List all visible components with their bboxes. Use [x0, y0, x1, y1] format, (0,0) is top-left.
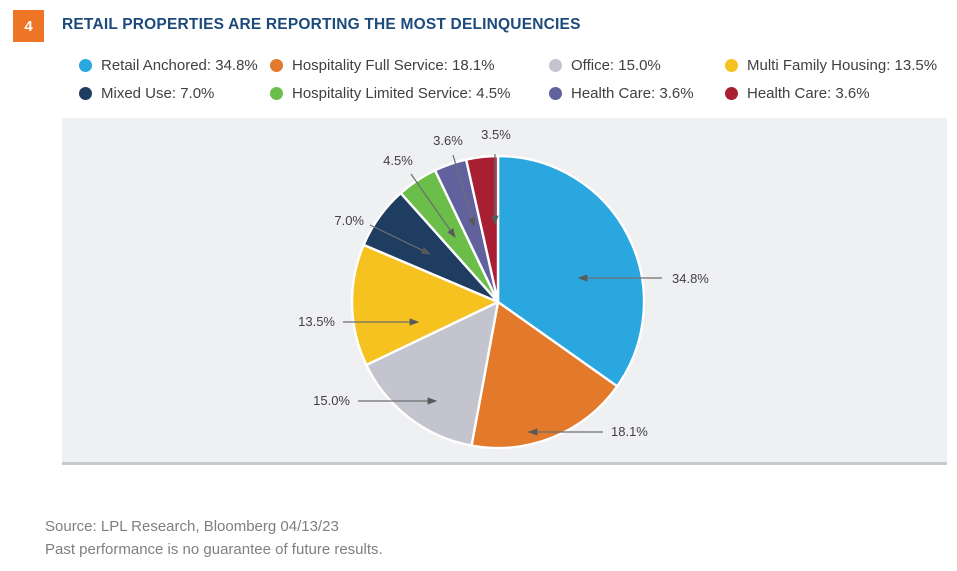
legend-item-retail-anchored: Retail Anchored: 34.8%	[79, 56, 270, 75]
pie-label-mixed-use-4: 7.0%	[334, 213, 364, 228]
pie-label-health-care-6: 3.6%	[433, 133, 463, 148]
legend-label: Health Care: 3.6%	[747, 85, 870, 102]
chart-legend: Retail Anchored: 34.8% Hospitality Full …	[79, 56, 947, 103]
legend-item-mixed-use: Mixed Use: 7.0%	[79, 84, 270, 103]
legend-label: Retail Anchored: 34.8%	[101, 57, 258, 74]
pie-label-multi-family-housing-3: 13.5%	[298, 314, 335, 329]
legend-swatch-mixed-use	[79, 87, 92, 100]
legend-item-office: Office: 15.0%	[549, 56, 725, 75]
leader-line-mixed-use-4	[369, 224, 432, 255]
legend-swatch-hospitality-full-service	[270, 59, 283, 72]
chart-plot-area: 34.8% 18.1% 15.0% 13.5% 7.0% 4.5% 3.6% 3.5%	[62, 118, 947, 465]
pie-label-hospitality-limited-service-5: 4.5%	[383, 153, 413, 168]
pie-labels-group: 34.8% 18.1% 15.0% 13.5% 7.0% 4.5% 3.6% 3.5%	[298, 127, 709, 439]
legend-swatch-health-care-purple	[549, 87, 562, 100]
disclaimer-line: Past performance is no guarantee of futu…	[45, 541, 383, 558]
legend-item-health-care-red: Health Care: 3.6%	[725, 84, 947, 103]
legend-item-hospitality-full-service: Hospitality Full Service: 18.1%	[270, 56, 549, 75]
legend-swatch-office	[549, 59, 562, 72]
legend-item-multi-family-housing: Multi Family Housing: 13.5%	[725, 56, 947, 75]
legend-swatch-multi-family-housing	[725, 59, 738, 72]
legend-item-hospitality-limited-service: Hospitality Limited Service: 4.5%	[270, 84, 549, 103]
legend-swatch-hospitality-limited-service	[270, 87, 283, 100]
leader-line-hospitality-limited-service-5	[410, 173, 456, 238]
leader-line-health-care-6	[452, 154, 476, 228]
pie-label-retail-anchored-0: 34.8%	[672, 271, 709, 286]
pie-slice-hospitality-full-service-1	[470, 300, 619, 450]
legend-item-health-care-purple: Health Care: 3.6%	[549, 84, 725, 103]
source-block: Source: LPL Research, Bloomberg 04/13/23…	[45, 515, 383, 561]
source-line: Source: LPL Research, Bloomberg 04/13/23	[45, 518, 339, 535]
legend-swatch-retail-anchored	[79, 59, 92, 72]
pie-slice-health-care-7	[464, 154, 500, 304]
legend-label: Health Care: 3.6%	[571, 85, 694, 102]
pie-slice-office-2	[365, 300, 500, 447]
figure-number-badge: 4	[13, 10, 44, 42]
legend-label: Multi Family Housing: 13.5%	[747, 57, 938, 74]
legend-label: Hospitality Full Service: 18.1%	[292, 57, 495, 74]
pie-slice-multi-family-housing-3	[350, 243, 500, 367]
legend-label: Mixed Use: 7.0%	[101, 85, 215, 102]
legend-swatch-health-care-red	[725, 87, 738, 100]
pie-slices-group	[350, 154, 646, 450]
chart-title: RETAIL PROPERTIES ARE REPORTING THE MOST…	[62, 16, 581, 33]
leader-lines-group	[343, 154, 662, 436]
pie-chart: 34.8% 18.1% 15.0% 13.5% 7.0% 4.5% 3.6% 3.5%	[298, 127, 709, 450]
figure-number: 4	[24, 17, 33, 35]
pie-label-office-2: 15.0%	[313, 393, 350, 408]
pie-label-health-care-7: 3.5%	[481, 127, 511, 142]
pie-slice-retail-anchored-0	[496, 154, 646, 388]
pie-label-hospitality-full-service-1: 18.1%	[611, 424, 648, 439]
legend-label: Hospitality Limited Service: 4.5%	[292, 85, 511, 102]
legend-label: Office: 15.0%	[571, 57, 661, 74]
